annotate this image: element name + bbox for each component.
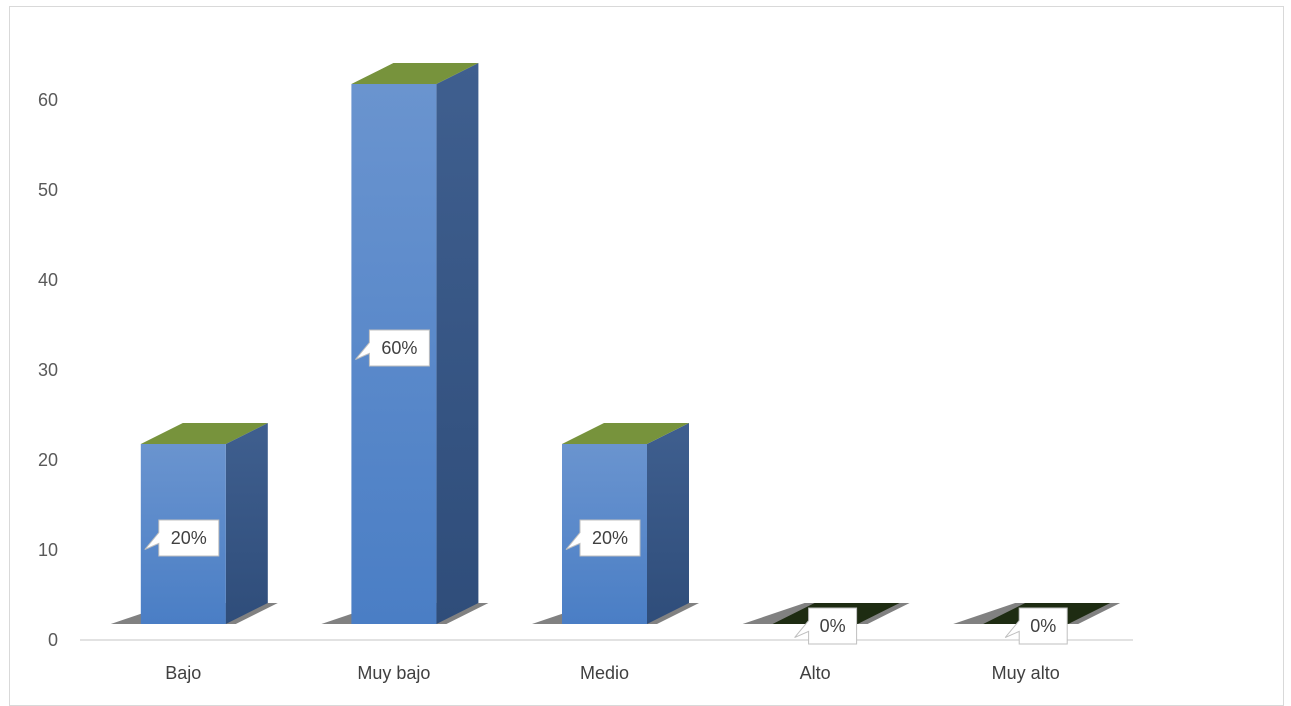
bar-side (647, 423, 689, 624)
data-label-box (144, 519, 220, 557)
category-label: Muy alto (992, 663, 1060, 683)
y-tick-label: 20 (38, 450, 58, 470)
category-label: Alto (800, 663, 831, 683)
data-label-box (1004, 607, 1068, 645)
data-label-box (794, 607, 858, 645)
data-label: 0% (1004, 607, 1068, 645)
data-label-text: 0% (1030, 616, 1056, 636)
category-label: Medio (580, 663, 629, 683)
data-label-text: 20% (592, 528, 628, 548)
bar-top (562, 423, 689, 444)
y-tick-label: 0 (48, 630, 58, 650)
y-tick-label: 40 (38, 270, 58, 290)
bar-top (140, 423, 268, 444)
data-label: 60% (355, 329, 430, 367)
data-label: 20% (144, 519, 220, 557)
bar-side (436, 63, 479, 624)
data-label: 0% (794, 607, 858, 645)
y-tick-label: 50 (38, 180, 58, 200)
bar-top (351, 63, 479, 84)
data-label-box (565, 519, 641, 557)
bar-side (225, 423, 268, 624)
labels-layer: Bajo 20% Muy bajo 60% Medio 20% Alto 0% Muy alto… (144, 329, 1068, 683)
y-tick-label: 10 (38, 540, 58, 560)
data-label-text: 20% (171, 528, 207, 548)
data-label-text: 60% (381, 338, 417, 358)
data-label-text: 0% (820, 616, 846, 636)
y-tick-label: 30 (38, 360, 58, 380)
category-label: Muy bajo (357, 663, 430, 683)
y-tick-label: 60 (38, 90, 58, 110)
category-label: Bajo (165, 663, 201, 683)
axis-layer: 0 10 20 30 40 50 60 (38, 90, 1133, 650)
data-label-box (355, 329, 430, 367)
data-label: 20% (565, 519, 641, 557)
